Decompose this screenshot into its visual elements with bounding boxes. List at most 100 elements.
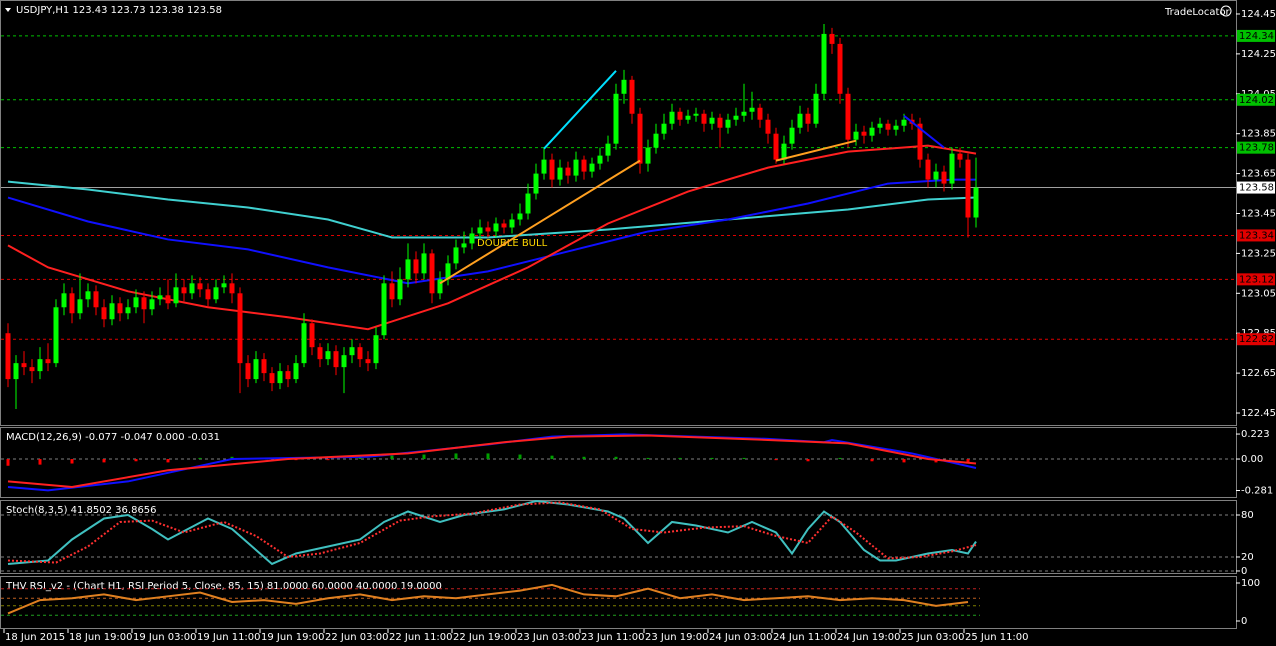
y-tick-label: 0.00 xyxy=(1241,454,1263,465)
candle-body xyxy=(141,297,147,310)
candle-body xyxy=(205,289,211,300)
candle-body xyxy=(781,143,787,160)
candle-body xyxy=(253,359,259,380)
level-tag xyxy=(1237,93,1275,106)
indicator-line xyxy=(7,180,977,239)
menu-arrow[interactable] xyxy=(5,8,11,12)
candle-body xyxy=(245,363,251,380)
x-tick-label: 18 Jun 19:00 xyxy=(69,632,133,643)
candle-body xyxy=(749,107,755,112)
candle-body xyxy=(165,295,171,304)
candle-body xyxy=(421,253,427,274)
candle-body xyxy=(741,111,747,116)
candle-body xyxy=(189,283,195,294)
candle-body xyxy=(837,43,843,94)
candle-body xyxy=(773,133,779,160)
candle-body xyxy=(933,171,939,180)
candle-body xyxy=(477,227,483,234)
candle-body xyxy=(317,347,323,360)
candle-body xyxy=(845,93,851,140)
level-tag xyxy=(1237,273,1275,286)
candle-body xyxy=(349,347,355,356)
candle-body xyxy=(389,283,395,300)
y-tick-label: 0 xyxy=(1241,616,1247,627)
trendline xyxy=(543,70,617,150)
histogram-bar xyxy=(518,454,522,460)
level-tag xyxy=(1237,229,1275,242)
y-tick-label: 123.85 xyxy=(1241,129,1276,140)
histogram-bar xyxy=(614,456,618,460)
panel-title: Stoch(8,3,5) 41.8502 36.8656 xyxy=(6,505,157,516)
candle-body xyxy=(509,219,515,228)
panel-title: THV RSI_v2 - (Chart H1, RSI Period 5, Cl… xyxy=(5,581,442,592)
candle-body xyxy=(117,303,123,314)
candle-body xyxy=(597,155,603,164)
candle-body xyxy=(397,279,403,300)
indicator-line xyxy=(7,501,977,564)
trendline xyxy=(775,139,857,162)
candle-body xyxy=(693,113,699,116)
histogram-bar xyxy=(806,459,810,462)
candle-body xyxy=(197,283,203,290)
histogram-bar xyxy=(774,459,778,461)
chart-title: USDJPY,H1 123.43 123.73 123.38 123.58 xyxy=(16,5,222,16)
candle-body xyxy=(717,117,723,128)
candle-body xyxy=(93,291,99,308)
indicator-line xyxy=(7,433,977,492)
candle-body xyxy=(69,293,75,314)
candle-body xyxy=(709,117,715,124)
candle-body xyxy=(973,187,979,218)
candle-body xyxy=(525,193,531,214)
brand-icon[interactable] xyxy=(1220,5,1232,17)
candle-body xyxy=(333,351,339,368)
candle-body xyxy=(85,291,91,300)
candle-body xyxy=(925,159,931,180)
candle-body xyxy=(573,159,579,176)
histogram-bar xyxy=(966,459,970,464)
candle-body xyxy=(853,131,859,140)
candle-body xyxy=(469,233,475,244)
candle-body xyxy=(357,347,363,360)
y-tick-label: 100 xyxy=(1241,578,1260,589)
candle-body xyxy=(557,167,563,180)
x-tick-label: 19 Jun 11:00 xyxy=(197,632,261,643)
histogram-bar xyxy=(870,459,874,462)
y-tick-label: 0.223 xyxy=(1241,429,1270,440)
candle-body xyxy=(917,123,923,160)
histogram-bar xyxy=(486,453,490,460)
y-tick-label: 123.65 xyxy=(1241,169,1276,180)
level-label: 124.02 xyxy=(1239,95,1274,106)
annotation: DOUBLE BULL xyxy=(477,238,548,249)
histogram-bar xyxy=(134,459,138,462)
histogram-bar xyxy=(582,456,586,460)
level-tag xyxy=(1237,141,1275,154)
indicator-line xyxy=(7,178,976,285)
candle-body xyxy=(965,159,971,218)
y-tick-label: 123.05 xyxy=(1241,288,1276,299)
y-tick-label: 122.45 xyxy=(1241,408,1276,419)
indicator-line xyxy=(7,434,977,489)
candle-body xyxy=(301,323,307,364)
y-tick-label: 0 xyxy=(1241,566,1247,577)
candle-body xyxy=(861,131,867,136)
candle-body xyxy=(637,113,643,164)
candle-body xyxy=(293,363,299,380)
x-tick-label: 18 Jun 2015 xyxy=(5,632,65,643)
x-tick-label: 24 Jun 11:00 xyxy=(773,632,837,643)
candle-body xyxy=(869,127,875,136)
candle-body xyxy=(493,223,499,232)
histogram-bar xyxy=(6,459,10,466)
candle-body xyxy=(941,171,947,184)
candle-body xyxy=(765,119,771,134)
level-label: 123.78 xyxy=(1239,143,1274,154)
candle-body xyxy=(13,363,19,380)
histogram-bar xyxy=(710,457,714,460)
candle-body xyxy=(453,247,459,264)
candle-body xyxy=(613,93,619,144)
histogram-bar xyxy=(454,453,458,460)
histogram-bar xyxy=(550,455,554,460)
candle-body xyxy=(229,283,235,294)
candle-body xyxy=(581,159,587,172)
candle-body xyxy=(821,33,827,94)
